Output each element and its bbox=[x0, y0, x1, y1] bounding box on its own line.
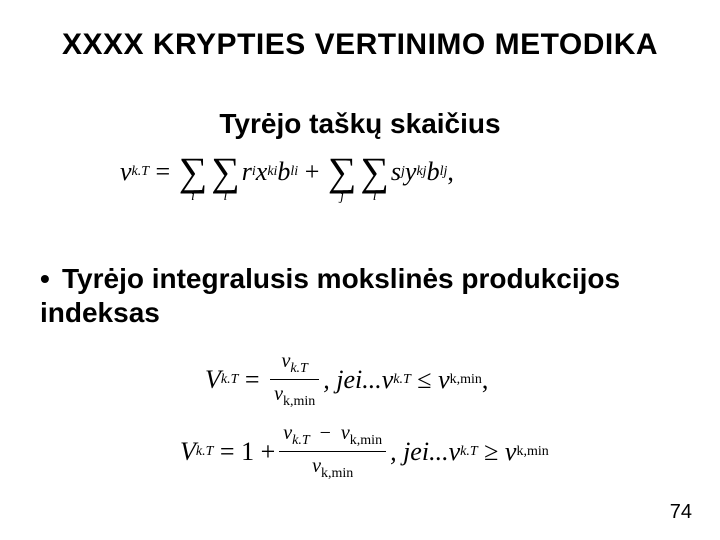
eq2-equals: = bbox=[238, 365, 266, 395]
bullet-item: •Tyrėjo integralusis mokslinės produkcij… bbox=[40, 262, 680, 329]
eq3-num-minus-sym: − bbox=[320, 422, 331, 444]
eq3-one-plus: 1 + bbox=[241, 437, 275, 467]
fraction: vk.T − vk,min vk,min bbox=[279, 420, 386, 483]
slide: XXXX KRYPTIES VERTINIMO METODIKA Tyrėjo … bbox=[0, 0, 720, 540]
eq1-trailing: , bbox=[447, 157, 454, 187]
eq1-t2a: s bbox=[391, 157, 401, 187]
sigma-sub: j bbox=[340, 190, 344, 204]
eq3-cond-lvar: v bbox=[449, 437, 461, 467]
eq2-cond-lsub: k.T bbox=[393, 372, 411, 388]
page-title: XXXX KRYPTIES VERTINIMO METODIKA bbox=[0, 28, 720, 62]
eq1-t1c: b bbox=[277, 157, 290, 187]
eq1-t2b: y bbox=[405, 157, 417, 187]
eq1-t1a: r bbox=[242, 157, 252, 187]
eq1-t2c: b bbox=[427, 157, 440, 187]
fraction-bar bbox=[270, 379, 319, 380]
sigma-icon: ∑l bbox=[211, 152, 240, 192]
eq2-cond-rvar: v bbox=[438, 365, 450, 395]
eq2-cond-op-sym: ≤ bbox=[417, 365, 431, 395]
page-number: 74 bbox=[670, 501, 692, 524]
eq1-t2b-sub: kj bbox=[416, 164, 426, 180]
eq3-cond-lsub: k.T bbox=[460, 444, 478, 460]
eq3-cond-rsub: k,min bbox=[516, 444, 548, 460]
eq3-equals: = bbox=[213, 437, 241, 467]
eq2-cond-rsub: k,min bbox=[450, 372, 482, 388]
eq2-num-var: v bbox=[281, 350, 290, 372]
eq1-t1c-sub: li bbox=[290, 164, 298, 180]
sigma-icon: ∑l bbox=[360, 152, 389, 192]
equation-index-case2: Vk.T = 1 + vk.T − vk,min vk,min , jei...… bbox=[180, 420, 590, 483]
fraction: vk.T vk,min bbox=[270, 348, 319, 411]
eq3-num-sp bbox=[331, 422, 336, 444]
eq1-t1b-sub: ki bbox=[267, 164, 277, 180]
eq2-lhs-var: V bbox=[205, 365, 221, 395]
sigma-sub: i bbox=[191, 190, 195, 204]
sigma-sub: l bbox=[224, 190, 228, 204]
eq3-num-rvar: v bbox=[341, 422, 350, 444]
eq1-t1b: x bbox=[256, 157, 268, 187]
eq3-cond-rvar: v bbox=[505, 437, 517, 467]
eq1-plus: + bbox=[298, 157, 326, 187]
eq1-lhs-var: v bbox=[120, 157, 132, 187]
eq2-num-sub: k.T bbox=[290, 361, 308, 376]
eq3-num-rsub: k,min bbox=[350, 433, 382, 448]
eq2-cond-prefix: , jei... bbox=[323, 365, 382, 395]
eq1-equals: = bbox=[149, 157, 177, 187]
eq2-den-sub: k,min bbox=[283, 394, 315, 409]
eq3-den-sub: k,min bbox=[321, 466, 353, 481]
eq2-den-var: v bbox=[274, 383, 283, 405]
sigma-sub: l bbox=[373, 190, 377, 204]
eq3-lhs-var: V bbox=[180, 437, 196, 467]
eq2-trailing: , bbox=[482, 365, 489, 395]
equation-points: vk.T = ∑i ∑l ri xki bli + ∑j ∑l sj ykj b… bbox=[120, 152, 620, 192]
eq3-num-lsub: k.T bbox=[292, 433, 310, 448]
eq2-lhs-sub: k.T bbox=[221, 372, 239, 388]
eq1-t2c-sub: lj bbox=[440, 164, 448, 180]
eq3-cond-op-sym: ≥ bbox=[484, 437, 498, 467]
subtitle: Tyrėjo taškų skaičius bbox=[0, 108, 720, 140]
equation-index-case1: Vk.T = vk.T vk,min , jei... vk.T ≤ vk,mi… bbox=[205, 348, 545, 411]
eq3-den-var: v bbox=[312, 455, 321, 477]
eq3-cond-prefix: , jei... bbox=[390, 437, 449, 467]
eq1-lhs-sub: k.T bbox=[132, 164, 150, 180]
bullet-dot-icon: • bbox=[40, 262, 62, 296]
sigma-icon: ∑i bbox=[179, 152, 208, 192]
fraction-bar bbox=[279, 451, 386, 452]
bullet-text: Tyrėjo integralusis mokslinės produkcijo… bbox=[40, 263, 620, 328]
sigma-icon: ∑j bbox=[328, 152, 357, 192]
eq2-cond-lvar: v bbox=[382, 365, 394, 395]
eq3-lhs-sub: k.T bbox=[196, 444, 214, 460]
eq3-num-lvar: v bbox=[283, 422, 292, 444]
